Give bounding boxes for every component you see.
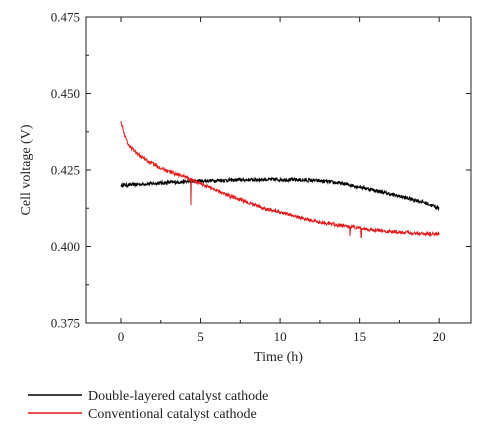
series-line-conventional xyxy=(120,120,440,238)
legend: Double-layered catalyst cathode Conventi… xyxy=(28,389,268,422)
y-tick-label-0.475: 0.475 xyxy=(51,10,80,25)
legend-label-conventional: Conventional catalyst cathode xyxy=(88,407,257,422)
series-line-double-layered xyxy=(120,176,440,212)
plot-frame xyxy=(85,16,472,324)
y-tick-label-0.375: 0.375 xyxy=(51,316,80,331)
axes: Time (h) Cell voltage (V) 0 5 10 15 20 0.375 0… xyxy=(19,10,471,365)
x-tick-label-5: 5 xyxy=(197,329,204,344)
y-tick-label-0.425: 0.425 xyxy=(51,163,80,178)
legend-label-double-layered: Double-layered catalyst cathode xyxy=(88,389,268,404)
y-axis-label: Cell voltage (V) xyxy=(19,124,34,215)
series-layer xyxy=(120,120,440,238)
x-tick-label-15: 15 xyxy=(353,329,366,344)
x-axis-label: Time (h) xyxy=(254,350,303,365)
x-tick-label-20: 20 xyxy=(433,329,446,344)
x-tick-label-0: 0 xyxy=(118,329,125,344)
plot-area xyxy=(85,16,472,324)
y-tick-label-0.450: 0.450 xyxy=(51,86,80,101)
y-tick-label-0.400: 0.400 xyxy=(51,239,80,254)
x-tick-label-10: 10 xyxy=(274,329,287,344)
